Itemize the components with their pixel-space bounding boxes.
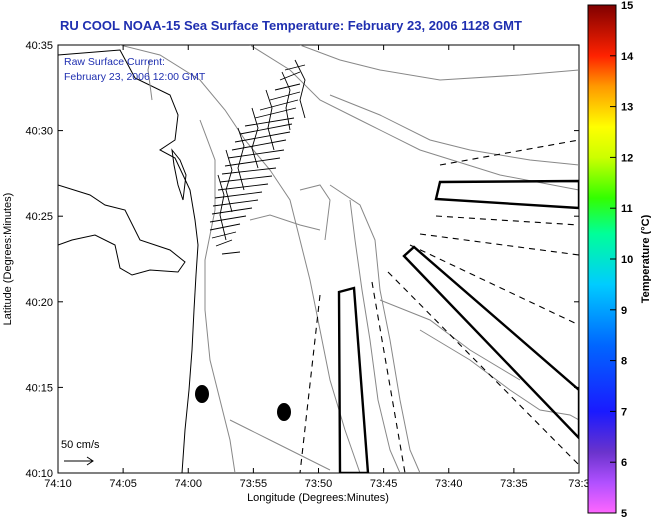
colorbar-tick-label: 14 (621, 51, 634, 63)
x-tick-label: 73:40 (435, 478, 463, 490)
x-tick-label: 74:05 (109, 478, 137, 490)
x-tick-label: 73:50 (305, 478, 333, 490)
colorbar-tick-label: 12 (621, 152, 633, 164)
y-tick-label: 40:20 (25, 297, 53, 309)
y-tick-label: 40:35 (25, 40, 53, 52)
colorbar-tick-label: 5 (621, 508, 627, 519)
map-title: RU COOL NOAA-15 Sea Surface Temperature:… (60, 18, 522, 33)
colorbar: 15 14 13 12 11 10 9 8 7 6 5 Temperature (°C) (587, 0, 651, 519)
y-tick-label: 40:25 (25, 211, 53, 223)
colorbar-label: Temperature (°C) (640, 214, 651, 303)
x-tick-label: 73:3 (568, 478, 589, 490)
x-tick-label: 73:35 (500, 478, 528, 490)
inlet-shore (58, 184, 186, 276)
station-marker (195, 385, 209, 403)
y-tick-label: 40:15 (25, 382, 53, 394)
current-vectors (209, 59, 306, 255)
x-tick-label: 74:10 (44, 478, 72, 490)
colorbar-tick-label: 8 (621, 356, 627, 368)
scale-arrow (64, 456, 94, 466)
scale-label: 50 cm/s (61, 439, 100, 451)
y-tick-label: 40:10 (25, 468, 53, 480)
sandy-hook (171, 148, 187, 201)
coastline (58, 49, 199, 473)
bathymetry-contours (119, 45, 579, 473)
station-marker (277, 403, 291, 421)
colorbar-tick-label: 11 (621, 203, 633, 215)
sampling-boxes (337, 179, 579, 473)
y-axis-label: Latitude (Degrees:Minutes) (2, 193, 14, 326)
survey-dashed-lines (299, 139, 579, 473)
map-plot-area: Raw Surface Current: February 23, 2006 1… (57, 44, 580, 474)
x-tick-label: 74:00 (174, 478, 202, 490)
colorbar-tick-label: 7 (621, 406, 627, 418)
legend-line-1: Raw Surface Current: (64, 56, 165, 68)
y-tick-label: 40:30 (25, 126, 53, 138)
legend-line-2: February 23, 2006 12:00 GMT (64, 71, 206, 83)
colorbar-tick-label: 10 (621, 254, 633, 266)
colorbar-tick-label: 13 (621, 102, 633, 114)
x-tick-label: 73:55 (240, 478, 268, 490)
x-axis: 74:10 74:05 74:00 73:55 73:50 73:45 73:40 73:35… (44, 45, 590, 490)
colorbar-tick-label: 15 (621, 0, 633, 12)
colorbar-tick-label: 9 (621, 305, 627, 317)
y-axis: 40:35 40:30 40:25 40:20 40:15 40:10 (25, 40, 579, 480)
x-tick-label: 73:45 (370, 478, 398, 490)
x-axis-label: Longitude (Degrees:Minutes) (247, 492, 389, 504)
colorbar-tick-label: 6 (621, 457, 627, 469)
